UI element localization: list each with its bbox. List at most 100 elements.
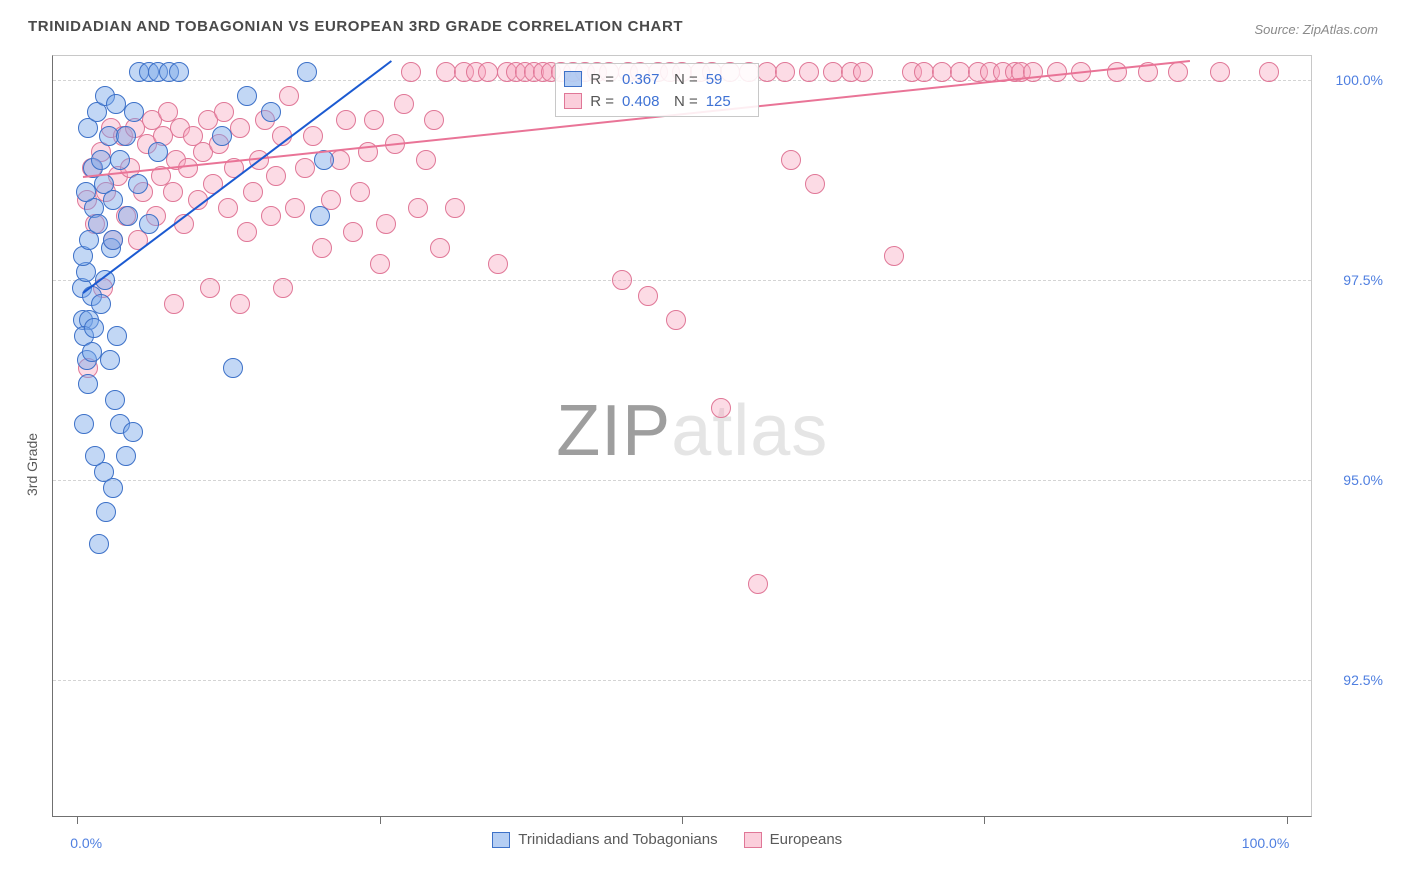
x-tick xyxy=(984,816,985,824)
data-point-blue xyxy=(78,374,98,394)
data-point-blue xyxy=(169,62,189,82)
data-point-pink xyxy=(273,278,293,298)
data-point-blue xyxy=(96,502,116,522)
data-point-pink xyxy=(932,62,952,82)
data-point-blue xyxy=(100,350,120,370)
data-point-pink xyxy=(266,166,286,186)
data-point-pink xyxy=(285,198,305,218)
data-point-pink xyxy=(1107,62,1127,82)
data-point-pink xyxy=(430,238,450,258)
data-point-pink xyxy=(757,62,777,82)
data-point-pink xyxy=(1047,62,1067,82)
watermark-atlas: atlas xyxy=(671,391,828,471)
pink-r-value: 0.408 xyxy=(622,93,666,110)
swatch-pink-icon xyxy=(744,832,762,848)
data-point-pink xyxy=(312,238,332,258)
data-point-pink xyxy=(336,110,356,130)
data-point-pink xyxy=(1259,62,1279,82)
x-tick xyxy=(77,816,78,824)
data-point-blue xyxy=(148,142,168,162)
data-point-blue xyxy=(103,478,123,498)
y-tick-label: 95.0% xyxy=(1323,472,1383,488)
stats-row-pink: R = 0.408 N = 125 xyxy=(564,90,750,112)
data-point-blue xyxy=(123,422,143,442)
data-point-pink xyxy=(237,222,257,242)
data-point-pink xyxy=(950,62,970,82)
gridline xyxy=(53,280,1311,281)
data-point-blue xyxy=(116,446,136,466)
data-point-pink xyxy=(914,62,934,82)
legend: Trinidadians and Tobagonians Europeans xyxy=(492,831,842,848)
correlation-stats-box: R = 0.367 N = 59 R = 0.408 N = 125 xyxy=(555,63,759,117)
data-point-blue xyxy=(124,102,144,122)
swatch-pink-icon xyxy=(564,93,582,109)
data-point-pink xyxy=(295,158,315,178)
n-label: N = xyxy=(674,71,698,88)
x-tick xyxy=(682,816,683,824)
data-point-blue xyxy=(89,534,109,554)
data-point-blue xyxy=(223,358,243,378)
data-point-blue xyxy=(237,86,257,106)
data-point-blue xyxy=(118,206,138,226)
x-tick-label: 100.0% xyxy=(1242,835,1289,851)
data-point-pink xyxy=(823,62,843,82)
x-tick xyxy=(380,816,381,824)
data-point-pink xyxy=(350,182,370,202)
data-point-pink xyxy=(638,286,658,306)
data-point-pink xyxy=(416,150,436,170)
data-point-blue xyxy=(91,150,111,170)
y-tick-label: 92.5% xyxy=(1323,672,1383,688)
watermark: ZIPatlas xyxy=(556,390,828,472)
data-point-pink xyxy=(1168,62,1188,82)
x-tick-label: 0.0% xyxy=(70,835,102,851)
data-point-pink xyxy=(401,62,421,82)
data-point-pink xyxy=(214,102,234,122)
data-point-blue xyxy=(297,62,317,82)
blue-r-value: 0.367 xyxy=(622,71,666,88)
data-point-pink xyxy=(261,206,281,226)
data-point-blue xyxy=(139,214,159,234)
chart-title: TRINIDADIAN AND TOBAGONIAN VS EUROPEAN 3… xyxy=(28,18,683,35)
data-point-pink xyxy=(376,214,396,234)
source-attribution: Source: ZipAtlas.com xyxy=(1254,22,1378,37)
data-point-blue xyxy=(106,94,126,114)
data-point-blue xyxy=(103,190,123,210)
data-point-blue xyxy=(103,230,123,250)
data-point-blue xyxy=(85,446,105,466)
swatch-blue-icon xyxy=(564,71,582,87)
pink-n-value: 125 xyxy=(706,93,750,110)
data-point-pink xyxy=(408,198,428,218)
legend-label-pink: Europeans xyxy=(770,831,843,848)
data-point-pink xyxy=(805,174,825,194)
r-label: R = xyxy=(590,93,614,110)
gridline xyxy=(53,680,1311,681)
data-point-pink xyxy=(853,62,873,82)
legend-label-blue: Trinidadians and Tobagonians xyxy=(518,831,717,848)
blue-n-value: 59 xyxy=(706,71,750,88)
data-point-pink xyxy=(230,294,250,314)
data-point-blue xyxy=(310,206,330,226)
y-tick-label: 97.5% xyxy=(1323,272,1383,288)
data-point-pink xyxy=(488,254,508,274)
data-point-pink xyxy=(230,118,250,138)
data-point-pink xyxy=(711,398,731,418)
data-point-pink xyxy=(394,94,414,114)
data-point-pink xyxy=(163,182,183,202)
data-point-pink xyxy=(478,62,498,82)
data-point-pink xyxy=(200,278,220,298)
data-point-blue xyxy=(82,342,102,362)
data-point-blue xyxy=(128,174,148,194)
data-point-blue xyxy=(110,150,130,170)
data-point-pink xyxy=(218,198,238,218)
data-point-pink xyxy=(748,574,768,594)
data-point-pink xyxy=(424,110,444,130)
data-point-pink xyxy=(436,62,456,82)
data-point-pink xyxy=(884,246,904,266)
y-tick-label: 100.0% xyxy=(1323,72,1383,88)
data-point-blue xyxy=(116,126,136,146)
data-point-pink xyxy=(243,182,263,202)
data-point-blue xyxy=(88,214,108,234)
data-point-blue xyxy=(107,326,127,346)
data-point-pink xyxy=(799,62,819,82)
watermark-zip: ZIP xyxy=(556,391,671,471)
